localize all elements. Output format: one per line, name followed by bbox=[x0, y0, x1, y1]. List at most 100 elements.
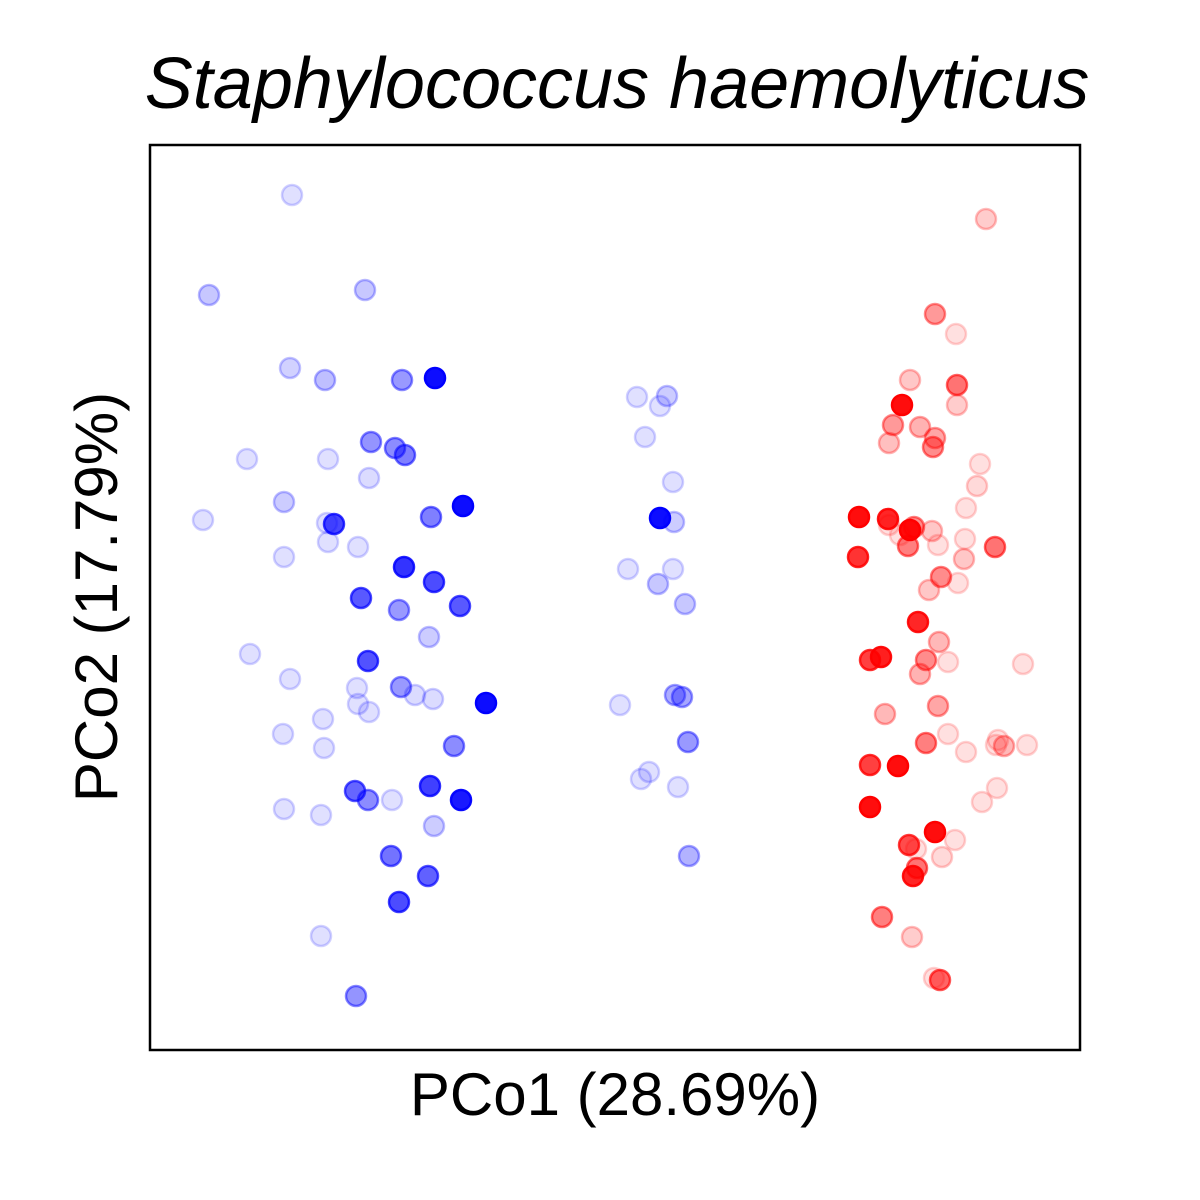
scatter-point-blue-49 bbox=[272, 797, 296, 821]
scatter-point-red-20 bbox=[902, 515, 926, 539]
scatter-point-blue-72 bbox=[629, 767, 653, 791]
scatter-point-red-0 bbox=[974, 207, 998, 231]
scatter-point-blue-62 bbox=[616, 557, 640, 581]
scatter-point-blue-13 bbox=[191, 508, 215, 532]
scatter-point-blue-21 bbox=[392, 555, 416, 579]
scatter-point-blue-32 bbox=[389, 675, 413, 699]
scatter-point-blue-63 bbox=[661, 557, 685, 581]
scatter-point-blue-25 bbox=[448, 594, 472, 618]
scatter-points bbox=[191, 183, 1039, 1008]
scatter-point-blue-31 bbox=[345, 676, 369, 700]
scatter-point-blue-29 bbox=[417, 625, 441, 649]
scatter-point-red-56 bbox=[900, 925, 924, 949]
scatter-point-blue-30 bbox=[278, 667, 302, 691]
scatter-point-blue-1 bbox=[197, 283, 221, 307]
scatter-point-red-6 bbox=[945, 393, 969, 417]
scatter-point-red-31 bbox=[906, 610, 930, 634]
scatter-point-blue-22 bbox=[422, 570, 446, 594]
scatter-point-blue-52 bbox=[416, 864, 440, 888]
scatter-point-red-49 bbox=[984, 733, 1008, 757]
scatter-point-blue-47 bbox=[422, 814, 446, 838]
scatter-point-blue-35 bbox=[474, 691, 498, 715]
scatter-point-blue-45 bbox=[380, 788, 404, 812]
scatter-point-red-29 bbox=[983, 535, 1007, 559]
scatter-point-blue-37 bbox=[357, 700, 381, 724]
scatter-point-red-44 bbox=[858, 753, 882, 777]
scatter-point-blue-59 bbox=[661, 470, 685, 494]
scatter-point-blue-70 bbox=[637, 760, 661, 784]
scatter-point-red-28 bbox=[946, 571, 970, 595]
scatter-point-blue-24 bbox=[387, 598, 411, 622]
scatter-point-blue-0 bbox=[280, 183, 304, 207]
scatter-point-red-21 bbox=[920, 519, 944, 543]
scatter-point-blue-36 bbox=[346, 692, 370, 716]
scatter-point-red-48 bbox=[986, 728, 1010, 752]
scatter-point-blue-42 bbox=[418, 774, 442, 798]
scatter-point-blue-20 bbox=[451, 494, 475, 518]
scatter-point-blue-12 bbox=[235, 447, 259, 471]
scatter-point-red-7 bbox=[881, 413, 905, 437]
scatter-point-red-25 bbox=[929, 565, 953, 589]
scatter-point-blue-58 bbox=[633, 425, 657, 449]
scatter-point-blue-14 bbox=[272, 490, 296, 514]
scatter-point-blue-61 bbox=[662, 510, 686, 534]
scatter-point-red-63 bbox=[1015, 733, 1039, 757]
scatter-point-blue-71 bbox=[666, 775, 690, 799]
scatter-point-red-32 bbox=[927, 630, 951, 654]
scatter-point-blue-2 bbox=[353, 278, 377, 302]
scatter-point-blue-11 bbox=[357, 466, 381, 490]
scatter-point-red-57 bbox=[928, 968, 952, 992]
scatter-point-blue-4 bbox=[313, 368, 337, 392]
scatter-point-red-4 bbox=[945, 373, 969, 397]
scatter-point-blue-53 bbox=[387, 890, 411, 914]
scatter-point-red-24 bbox=[896, 534, 920, 558]
scatter-point-red-35 bbox=[908, 662, 932, 686]
scatter-point-blue-64 bbox=[646, 572, 670, 596]
scatter-point-blue-67 bbox=[663, 683, 687, 707]
scatter-point-red-47 bbox=[985, 776, 1009, 800]
scatter-point-red-26 bbox=[952, 547, 976, 571]
scatter-point-blue-38 bbox=[311, 707, 335, 731]
scatter-point-red-27 bbox=[917, 578, 941, 602]
scatter-point-red-58 bbox=[922, 966, 946, 990]
scatter-point-blue-57 bbox=[655, 384, 679, 408]
scatter-point-blue-34 bbox=[421, 687, 445, 711]
scatter-point-red-12 bbox=[968, 452, 992, 476]
scatter-point-red-41 bbox=[992, 734, 1016, 758]
scatter-point-blue-28 bbox=[356, 649, 380, 673]
scatter-point-red-39 bbox=[873, 702, 897, 726]
scatter-point-blue-23 bbox=[349, 586, 373, 610]
scatter-point-red-17 bbox=[926, 533, 950, 557]
scatter-point-red-10 bbox=[877, 431, 901, 455]
scatter-point-red-33 bbox=[914, 648, 938, 672]
scatter-point-red-23 bbox=[953, 527, 977, 551]
scatter-point-blue-68 bbox=[670, 685, 694, 709]
scatter-point-blue-50 bbox=[309, 924, 333, 948]
scatter-point-red-3 bbox=[898, 368, 922, 392]
scatter-point-blue-60 bbox=[648, 506, 672, 530]
scatter-point-blue-6 bbox=[390, 368, 414, 392]
scatter-point-red-52 bbox=[897, 833, 921, 857]
scatter-point-blue-66 bbox=[608, 693, 632, 717]
x-axis-label: PCo1 (28.69%) bbox=[409, 1061, 821, 1128]
scatter-point-blue-44 bbox=[356, 788, 380, 812]
scatter-point-red-50 bbox=[858, 795, 882, 819]
scatter-point-blue-48 bbox=[309, 803, 333, 827]
scatter-point-red-5 bbox=[890, 393, 914, 417]
scatter-point-red-11 bbox=[921, 435, 945, 459]
scatter-point-blue-16 bbox=[322, 512, 346, 536]
scatter-point-blue-9 bbox=[393, 443, 417, 467]
scatter-point-red-51 bbox=[923, 820, 947, 844]
plot-frame bbox=[148, 143, 1082, 1052]
scatter-point-blue-55 bbox=[648, 394, 672, 418]
scatter-point-red-62 bbox=[970, 790, 994, 814]
scatter-point-blue-33 bbox=[403, 683, 427, 707]
scatter-point-blue-10 bbox=[316, 447, 340, 471]
scatter-point-red-43 bbox=[886, 754, 910, 778]
scatter-point-red-30 bbox=[846, 545, 870, 569]
scatter-point-blue-46 bbox=[449, 788, 473, 812]
scatter-point-red-60 bbox=[930, 845, 954, 869]
scatter-point-blue-73 bbox=[677, 844, 701, 868]
scatter-point-blue-41 bbox=[312, 736, 336, 760]
